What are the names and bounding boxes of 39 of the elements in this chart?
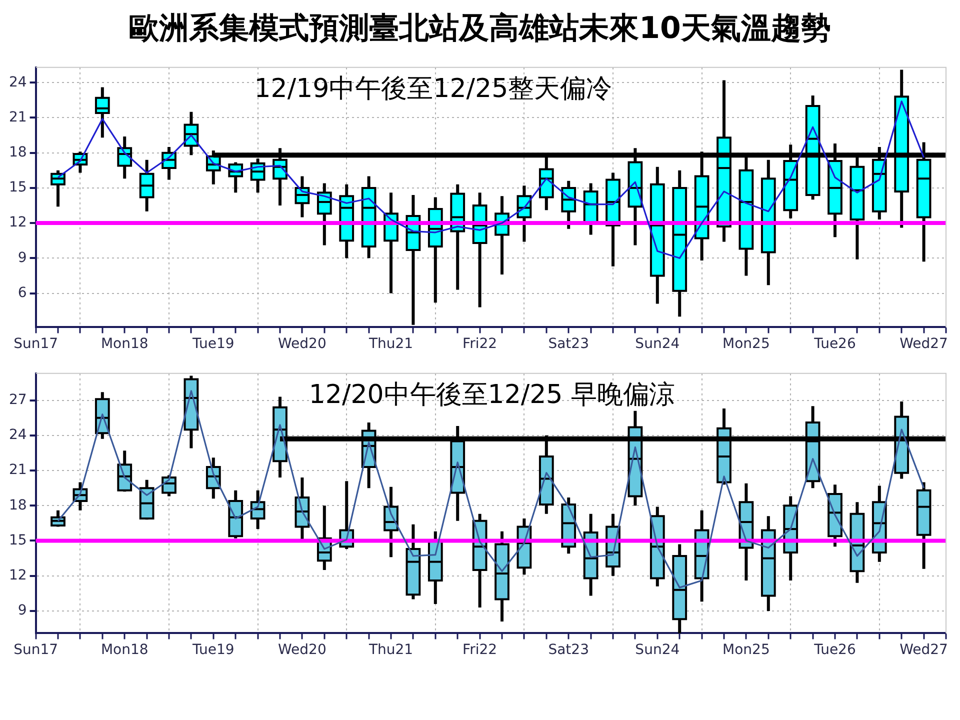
y-tick-label: 21 — [8, 462, 27, 478]
y-tick-label: 21 — [8, 109, 27, 126]
x-tick-label: Mon25 — [722, 642, 770, 658]
y-tick-label: 9 — [18, 250, 27, 266]
y-tick-label: 18 — [8, 497, 27, 514]
x-tick-label: Sun24 — [635, 336, 680, 352]
x-tick-label: Thu21 — [368, 336, 414, 352]
x-tick-label: Sun17 — [14, 642, 58, 658]
x-tick-label: Tue19 — [192, 336, 234, 352]
y-tick-label: 9 — [18, 602, 27, 619]
x-tick-label: Tue26 — [813, 642, 856, 658]
x-tick-label: Sun17 — [14, 336, 58, 352]
x-tick-label: Mon18 — [100, 336, 148, 352]
x-tick-label: Tue26 — [813, 336, 856, 352]
y-tick-label: 15 — [8, 180, 27, 196]
y-tick-label: 27 — [8, 392, 27, 408]
x-tick-label: Mon25 — [722, 336, 770, 352]
y-tick-label: 15 — [8, 532, 27, 548]
y-tick-label: 24 — [8, 74, 27, 90]
x-tick-label: Tue19 — [192, 642, 234, 658]
annotation: 12/19中午後至12/25整天偏冷 — [254, 74, 612, 104]
x-tick-label: Sat23 — [548, 642, 589, 658]
y-tick-label: 18 — [8, 144, 27, 160]
y-tick-label: 6 — [18, 284, 27, 301]
y-tick-label: 12 — [8, 567, 27, 584]
x-tick-label: Wed27 — [900, 642, 948, 658]
annotation: 12/20中午後至12/25 早晚偏涼 — [308, 380, 675, 410]
x-tick-label: Sat23 — [548, 336, 589, 352]
x-tick-label: Wed20 — [278, 642, 326, 658]
x-tick-label: Wed27 — [900, 336, 948, 352]
x-tick-label: Mon18 — [100, 642, 148, 658]
x-tick-label: Fri22 — [462, 642, 498, 658]
y-tick-label: 24 — [8, 427, 27, 444]
x-tick-label: Wed20 — [278, 336, 326, 352]
x-tick-label: Fri22 — [462, 336, 498, 352]
x-tick-label: Thu21 — [368, 642, 414, 658]
chart-title: 歐洲系集模式預測臺北站及高雄站未來10天氣溫趨勢 — [128, 10, 832, 48]
x-tick-label: Sun24 — [635, 642, 680, 658]
y-tick-label: 12 — [8, 214, 27, 231]
